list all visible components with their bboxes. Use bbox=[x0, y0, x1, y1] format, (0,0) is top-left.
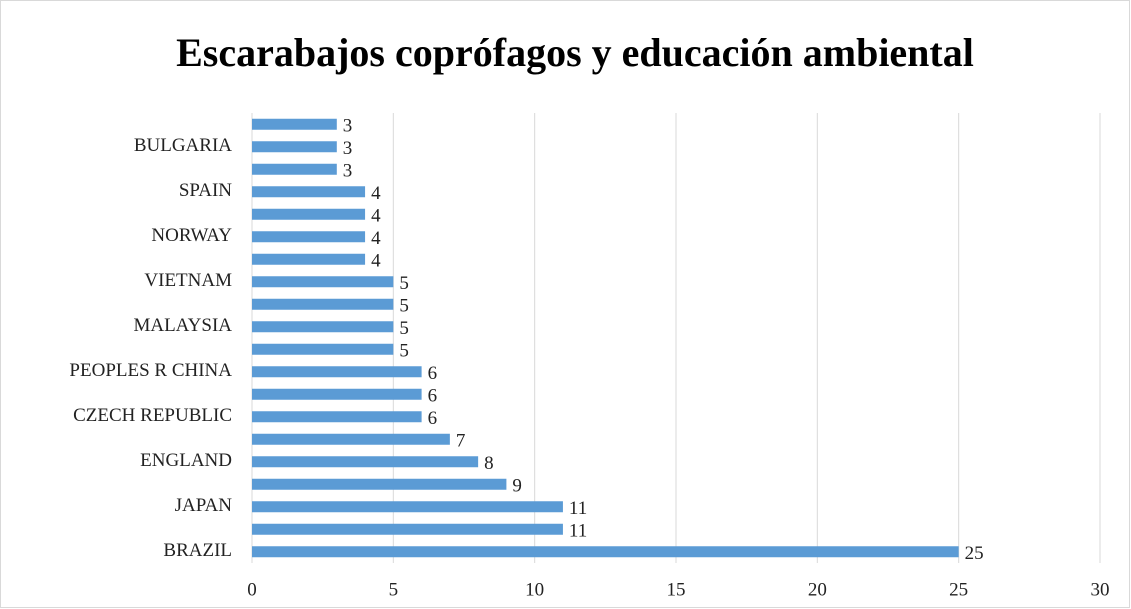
bar bbox=[252, 186, 366, 198]
y-tick-label: BULGARIA bbox=[134, 135, 232, 156]
value-label: 25 bbox=[965, 543, 984, 564]
value-label: 4 bbox=[371, 228, 381, 249]
value-label: 6 bbox=[428, 386, 438, 407]
bar bbox=[252, 366, 422, 378]
bar bbox=[252, 501, 563, 513]
value-label: 5 bbox=[399, 273, 409, 294]
bar bbox=[252, 343, 394, 355]
bar bbox=[252, 478, 507, 490]
bar bbox=[252, 433, 450, 445]
y-tick-label: NORWAY bbox=[151, 225, 232, 246]
bar bbox=[252, 523, 563, 535]
y-tick-label: ENGLAND bbox=[140, 450, 232, 471]
bar bbox=[252, 141, 337, 153]
y-tick-label: SPAIN bbox=[179, 180, 232, 201]
x-tick-label: 25 bbox=[949, 579, 968, 600]
bar bbox=[252, 456, 479, 468]
value-label: 11 bbox=[569, 521, 587, 542]
value-label: 3 bbox=[343, 138, 353, 159]
value-label: 4 bbox=[371, 251, 381, 272]
value-label: 4 bbox=[371, 206, 381, 227]
value-label: 8 bbox=[484, 453, 494, 474]
value-label: 6 bbox=[428, 363, 438, 384]
x-tick-label: 5 bbox=[389, 579, 399, 600]
bar bbox=[252, 321, 394, 333]
x-tick-label: 15 bbox=[667, 579, 686, 600]
y-tick-label: BRAZIL bbox=[163, 540, 232, 561]
value-label: 3 bbox=[343, 116, 353, 137]
value-label: 11 bbox=[569, 498, 587, 519]
bar bbox=[252, 163, 337, 175]
x-tick-label: 0 bbox=[247, 579, 257, 600]
y-tick-label: MALAYSIA bbox=[133, 315, 232, 336]
x-tick-label: 10 bbox=[525, 579, 544, 600]
y-tick-label: PEOPLES R CHINA bbox=[69, 360, 232, 381]
value-label: 5 bbox=[399, 341, 409, 362]
bar bbox=[252, 276, 394, 288]
value-label: 5 bbox=[399, 318, 409, 339]
chart-title: Escarabajos coprófagos y educación ambie… bbox=[176, 30, 974, 75]
bar bbox=[252, 298, 394, 310]
value-label: 3 bbox=[343, 161, 353, 182]
bar bbox=[252, 253, 366, 265]
value-label: 7 bbox=[456, 431, 466, 452]
x-tick-label: 30 bbox=[1091, 579, 1110, 600]
bar bbox=[252, 231, 366, 243]
bar bbox=[252, 546, 959, 558]
bar bbox=[252, 208, 366, 220]
bar bbox=[252, 118, 337, 130]
value-label: 4 bbox=[371, 183, 381, 204]
y-tick-label: VIETNAM bbox=[144, 270, 232, 291]
x-tick-label: 20 bbox=[808, 579, 827, 600]
bar bbox=[252, 388, 422, 400]
y-tick-label: CZECH REPUBLIC bbox=[73, 405, 232, 426]
value-label: 6 bbox=[428, 408, 438, 429]
value-label: 9 bbox=[512, 476, 522, 497]
y-tick-label: JAPAN bbox=[175, 495, 233, 516]
value-label: 5 bbox=[399, 296, 409, 317]
bar bbox=[252, 411, 422, 423]
